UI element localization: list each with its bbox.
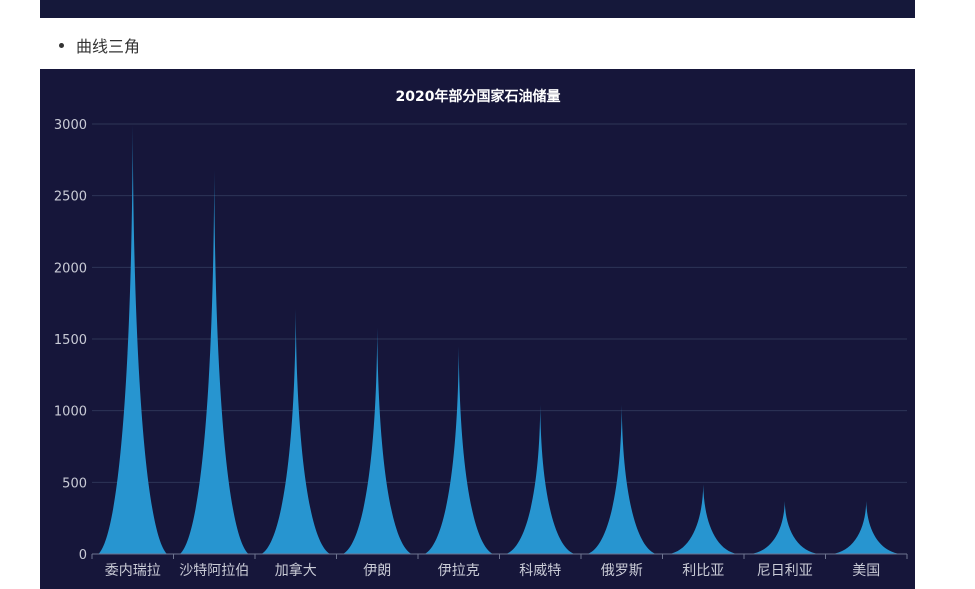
- bar-6: [506, 404, 575, 554]
- bar-7: [587, 404, 656, 554]
- y-tick-label: 1500: [54, 333, 87, 348]
- y-tick-label: 2000: [54, 261, 87, 276]
- y-tick-label: 0: [79, 548, 87, 563]
- bar-5: [424, 346, 493, 554]
- chart-panel: 2020年部分国家石油储量 0 500 1000 1500 2000 2500 3000 委…: [40, 69, 915, 589]
- previous-chart-panel: [40, 0, 915, 18]
- y-tick-label: 1000: [54, 405, 87, 420]
- y-tick-label: 3000: [54, 118, 87, 133]
- bar-4: [343, 327, 412, 554]
- list-item: 曲线三角: [40, 32, 140, 58]
- x-tick-label: 加拿大: [275, 562, 317, 579]
- bar-3: [261, 308, 330, 554]
- bar-8: [669, 484, 738, 554]
- bar-10: [832, 500, 901, 554]
- bar-2: [180, 169, 249, 554]
- bullet-icon: [59, 42, 64, 48]
- x-tick-label: 伊朗: [363, 563, 391, 579]
- bar-chart: 2020年部分国家石油储量 0 500 1000 1500 2000 2500 3000 委…: [54, 88, 908, 579]
- y-tick-label: 500: [62, 476, 87, 491]
- x-tick-label: 伊拉克: [438, 563, 480, 579]
- y-axis-ticks: 0 500 1000 1500 2000 2500 3000: [54, 118, 87, 563]
- bar-series: [98, 124, 901, 554]
- x-tick-label: 利比亚: [682, 563, 724, 579]
- x-axis: [91, 553, 908, 559]
- x-tick-label: 委内瑞拉: [105, 563, 161, 579]
- list-item-label: 曲线三角: [76, 37, 141, 56]
- x-tick-label: 科威特: [519, 563, 561, 579]
- chart-title: 2020年部分国家石油储量: [396, 88, 561, 105]
- x-tick-label: 俄罗斯: [601, 563, 643, 579]
- bar-9: [750, 500, 819, 554]
- x-tick-label: 沙特阿拉伯: [179, 563, 249, 579]
- x-tick-label: 尼日利亚: [757, 563, 813, 579]
- bar-1: [98, 124, 167, 554]
- x-tick-label: 美国: [852, 563, 880, 579]
- y-tick-label: 2500: [54, 190, 87, 205]
- grid-lines: [92, 123, 907, 483]
- x-axis-ticks: 委内瑞拉 沙特阿拉伯 加拿大 伊朗 伊拉克 科威特 俄罗斯 利比亚 尼日利亚 美国: [105, 562, 881, 579]
